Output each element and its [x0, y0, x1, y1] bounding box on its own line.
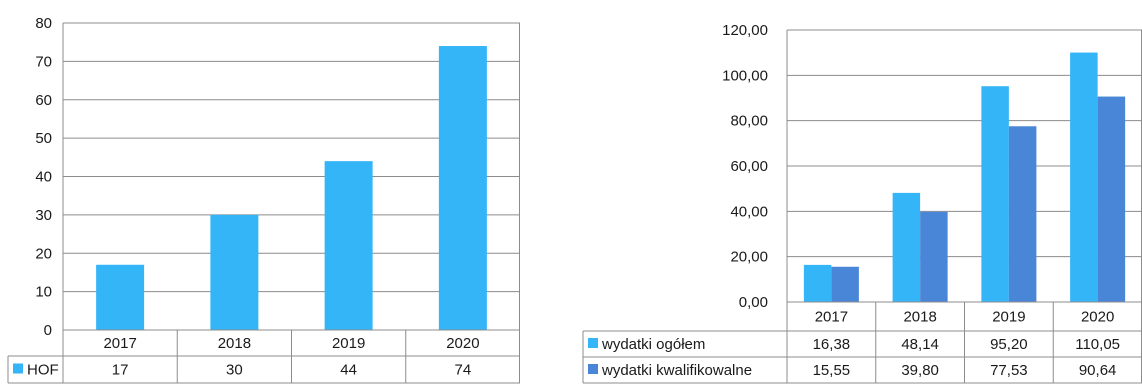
data-table-value: 17: [112, 362, 129, 379]
data-table-value: 30: [226, 362, 243, 379]
legend-label: HOF: [27, 362, 59, 379]
y-tick-label: 80,00: [730, 113, 768, 130]
y-tick-label: 100,00: [722, 67, 768, 84]
x-tick-label: 2017: [815, 309, 848, 326]
x-tick-label: 2019: [992, 309, 1025, 326]
legend-swatch: [13, 363, 23, 374]
y-tick-label: 10: [35, 284, 52, 301]
bar: [920, 211, 948, 302]
data-table-value: 74: [455, 362, 472, 379]
y-tick-label: 20: [35, 245, 52, 262]
data-table-value: 48,14: [901, 336, 939, 353]
bar: [892, 192, 921, 302]
data-table-value: 16,38: [813, 336, 851, 353]
x-tick-label: 2017: [103, 335, 136, 352]
data-table-value: 15,55: [813, 362, 851, 379]
data-table-value: 77,53: [990, 362, 1028, 379]
x-tick-label: 2020: [446, 335, 479, 352]
bar: [1097, 96, 1126, 302]
y-tick-label: 50: [35, 130, 52, 147]
y-tick-label: 80: [35, 15, 52, 32]
y-tick-label: 60,00: [730, 158, 768, 175]
y-tick-label: 60: [35, 92, 52, 109]
bar: [1070, 52, 1098, 303]
data-table-value: 44: [340, 362, 357, 379]
x-tick-label: 2019: [332, 335, 365, 352]
bar: [324, 161, 373, 330]
x-tick-label: 2020: [1081, 309, 1114, 326]
x-tick-label: 2018: [903, 309, 936, 326]
data-table-value: 110,05: [1075, 336, 1120, 353]
legend-swatch: [588, 338, 598, 348]
bar: [803, 264, 832, 302]
bar: [1008, 126, 1037, 302]
data-table-value: 39,80: [901, 362, 939, 379]
data-table-value: 95,20: [990, 336, 1028, 353]
bar: [438, 46, 487, 331]
bar: [981, 86, 1009, 302]
y-tick-label: 30: [35, 207, 52, 224]
data-table-value: 90,64: [1079, 362, 1117, 379]
legend-label: wydatki ogółem: [601, 336, 705, 353]
legend-label: wydatki kwalifikowalne: [601, 362, 752, 379]
bar: [96, 264, 145, 330]
y-tick-label: 0,00: [739, 294, 768, 311]
y-tick-label: 120,00: [722, 22, 768, 39]
legend-swatch: [588, 364, 598, 374]
bar: [831, 266, 859, 302]
y-tick-label: 20,00: [730, 249, 768, 266]
y-tick-label: 40,00: [730, 203, 768, 220]
y-tick-label: 40: [35, 169, 52, 186]
y-tick-label: 70: [35, 53, 52, 70]
y-tick-label: 0: [44, 322, 52, 339]
x-tick-label: 2018: [218, 335, 251, 352]
bar: [210, 214, 259, 330]
